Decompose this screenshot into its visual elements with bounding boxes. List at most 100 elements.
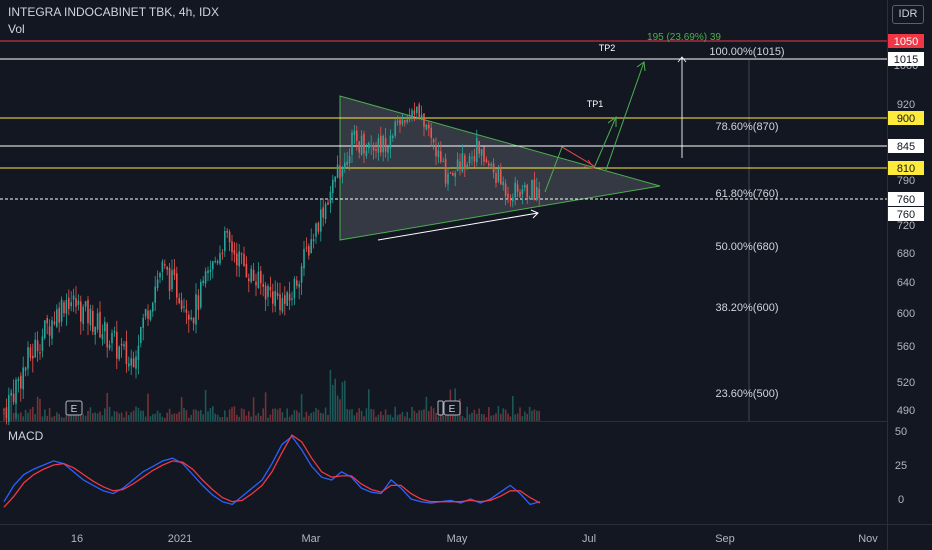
candle [144,309,147,317]
candle [394,121,396,136]
volume-bar [425,396,428,421]
candle [300,266,303,283]
candle [214,261,216,263]
candle [178,297,180,304]
candle [298,283,300,288]
candle [243,254,245,266]
volume-bar [224,410,226,421]
volume-bar [418,410,420,421]
volume-bar [212,406,214,421]
candle [485,159,488,163]
candle [75,298,77,307]
candle [387,146,389,153]
price-level-badge [888,139,924,153]
candle [60,299,63,322]
candle [384,137,387,152]
volume-bar [284,417,286,421]
volume-bar [372,409,375,421]
candle [257,271,260,289]
candle [284,295,286,304]
candle [401,119,404,125]
earnings-marker[interactable]: E [437,400,461,416]
candle [437,150,440,158]
volume-bar [432,408,435,421]
candle [471,157,473,159]
currency-badge[interactable]: IDR [892,5,924,24]
candle [212,261,214,270]
candle [185,309,188,313]
candle [274,290,276,306]
volume-bar [173,413,176,421]
candle [279,294,281,311]
volume-bar [461,415,464,421]
candle [137,345,140,361]
volume-bar [281,412,284,421]
candle [233,250,236,255]
macd-tick-label: 50 [895,426,907,438]
volume-bar [3,412,5,421]
volume-bar [87,410,89,421]
volume-bar [327,414,329,421]
candle [356,130,358,141]
candle [92,310,94,332]
candle [5,407,8,419]
candle [108,344,111,349]
volume-bar [260,415,262,421]
volume-bar [20,412,22,421]
candle [190,317,192,320]
candle [495,173,497,184]
volume-bar [36,396,39,421]
macd-tick-label: 25 [895,460,907,472]
volume-bar [29,409,32,421]
volume-bar [435,412,437,421]
candle [104,321,106,332]
price-tick-label: 600 [897,308,915,320]
candle [418,104,420,118]
candle [497,168,500,182]
candle [346,161,348,165]
candle [147,310,149,319]
candle [224,231,226,252]
candle [89,308,92,326]
volume-bar [332,384,334,421]
volume-bar [516,413,519,421]
volume-bar [363,416,365,421]
candle [324,203,327,220]
volume-bar [533,409,536,421]
candle [490,164,492,166]
volume-bar [233,406,236,421]
volume-bar [214,413,216,421]
candle [440,151,442,162]
volume-bar [72,410,75,421]
earnings-marker[interactable]: E [65,400,83,416]
volume-bar [536,410,538,421]
volume-bar [152,414,154,421]
price-level-badge [888,161,924,175]
volume-bar [132,410,135,421]
volume-bar [360,410,363,421]
candle [82,306,84,324]
volume-bar [356,412,358,421]
candle [411,110,413,119]
price-tick-label: 790 [897,175,915,187]
earnings-marker-label: E [449,404,456,415]
candle [303,248,305,269]
candle [130,358,132,366]
candle [80,301,82,322]
candle [207,270,209,274]
candle [188,314,190,320]
volume-bar [255,415,257,421]
candle [288,293,291,301]
volume-bar [401,411,404,421]
candle [12,393,15,403]
candle [39,352,41,354]
volume-bar [80,410,82,421]
volume-bar [144,416,147,421]
candle [27,347,29,369]
price-tick-label: 680 [897,248,915,260]
candle [84,301,87,307]
volume-bar [267,417,269,421]
volume-bar [324,407,327,421]
